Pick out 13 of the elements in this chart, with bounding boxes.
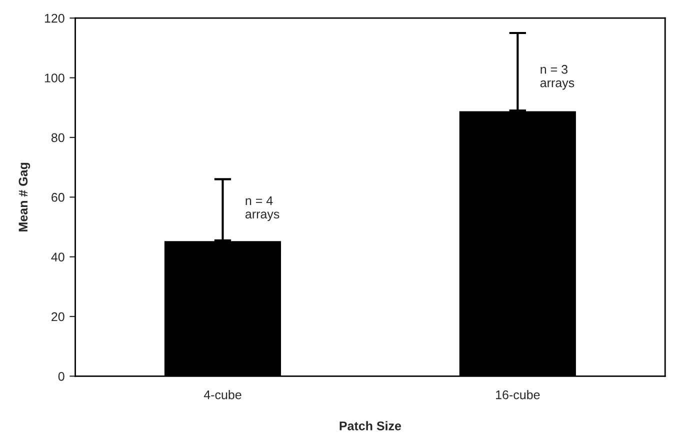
y-tick-label: 80	[51, 133, 64, 142]
annotation: n = 4 arrays	[245, 196, 280, 221]
annotation: n = 3 arrays	[540, 64, 574, 90]
y-tick-label: 120	[44, 14, 64, 23]
y-axis-title: Mean # Gag	[18, 162, 30, 232]
y-tick-label: 0	[58, 372, 64, 381]
y-tick-label: 100	[44, 74, 64, 82]
y-tick-label: 40	[51, 252, 64, 262]
y-tick-label: 20	[52, 312, 64, 322]
x-axis-title: Patch Size	[340, 421, 402, 430]
x-tick-label: 16-cube	[496, 390, 540, 400]
y-tick-label: 60	[52, 192, 64, 202]
x-tick-label: 4-cube	[204, 390, 242, 400]
